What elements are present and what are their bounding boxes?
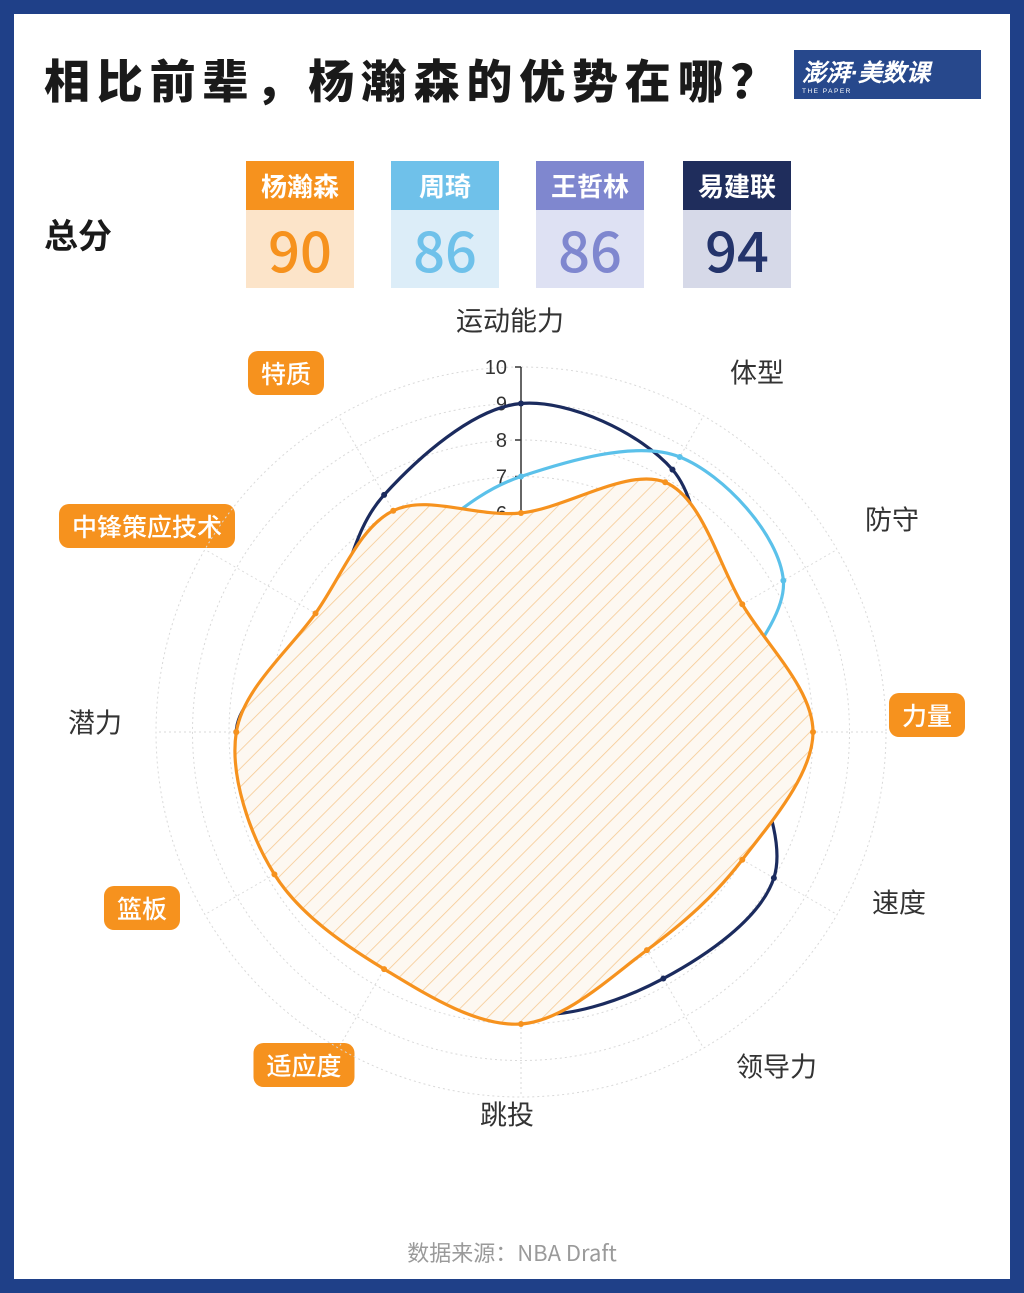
svg-text:10: 10 xyxy=(485,357,507,379)
svg-text:9: 9 xyxy=(496,394,507,416)
svg-text:澎湃·美数课: 澎湃·美数课 xyxy=(802,60,933,87)
svg-text:8: 8 xyxy=(496,430,507,452)
svg-text:THE PAPER: THE PAPER xyxy=(802,88,852,95)
